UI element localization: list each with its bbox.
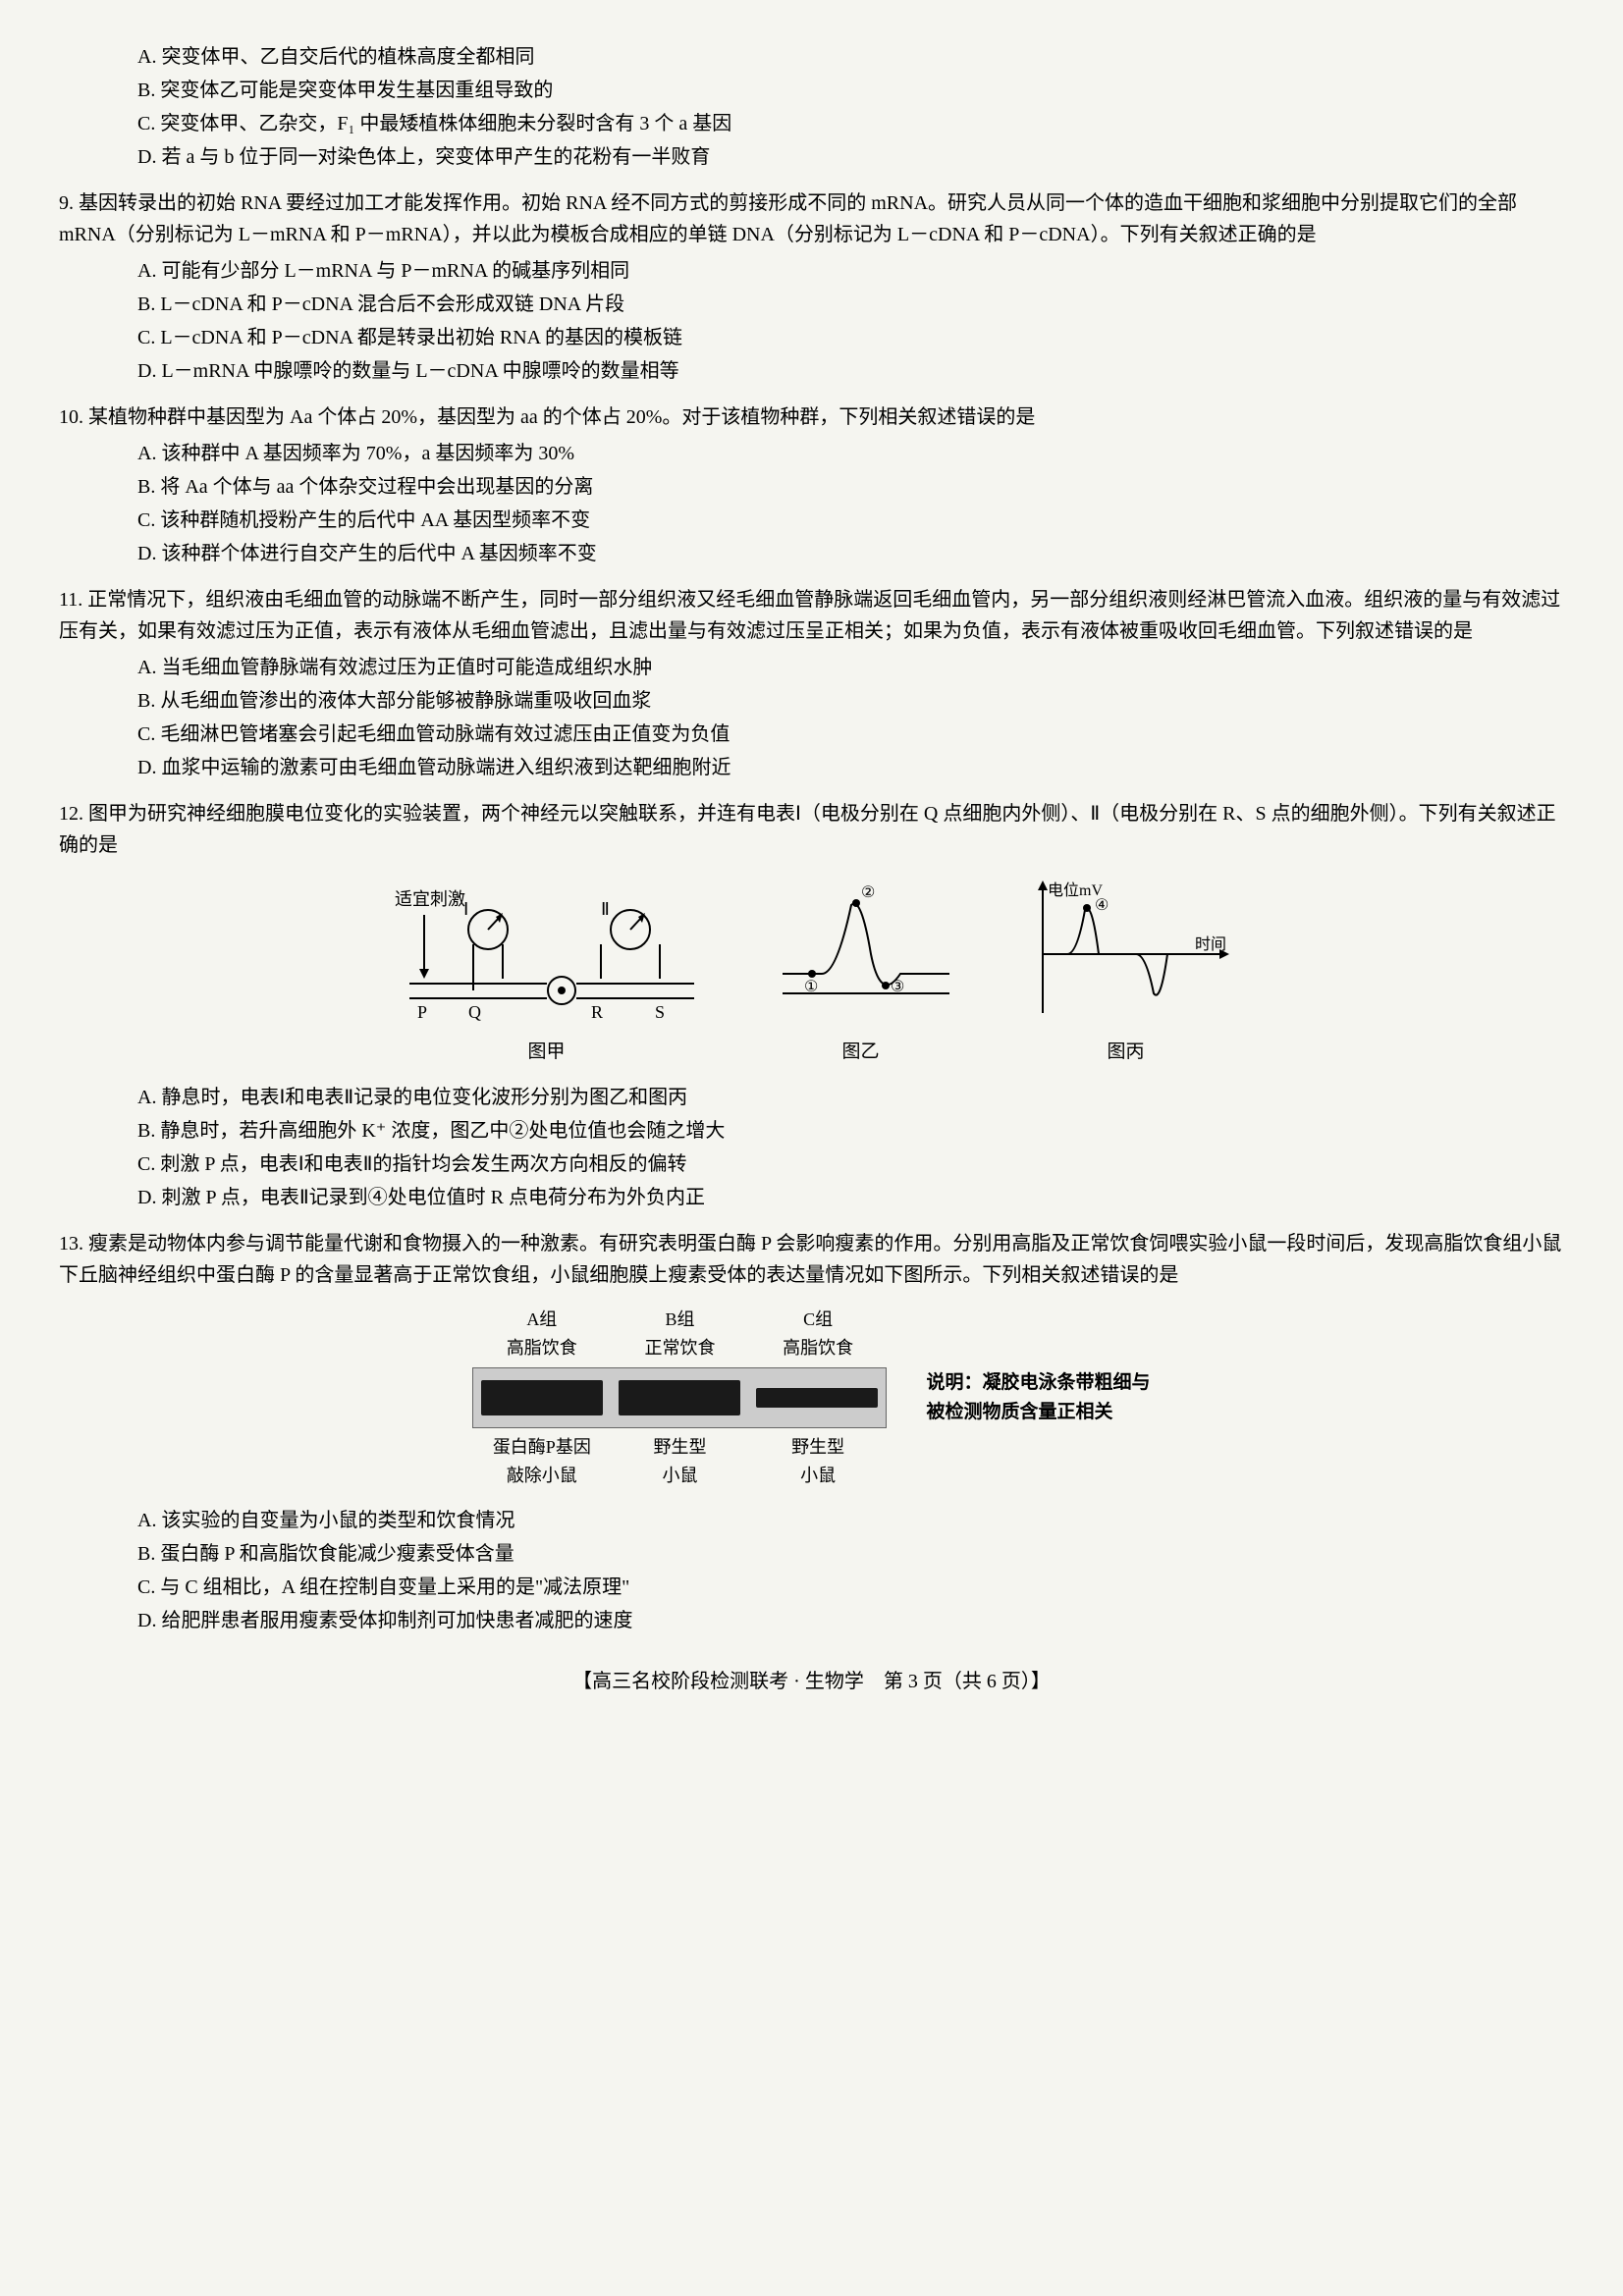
q13-option-a: A. 该实验的自变量为小鼠的类型和饮食情况 <box>137 1505 1564 1536</box>
question-13: 13. 瘦素是动物体内参与调节能量代谢和食物摄入的一种激素。有研究表明蛋白酶 P… <box>59 1228 1564 1291</box>
diagram-yi-svg: ① ② ③ <box>763 876 959 1023</box>
question-12: 12. 图甲为研究神经细胞膜电位变化的实验装置，两个神经元以突触联系，并连有电表… <box>59 798 1564 861</box>
q13-options: A. 该实验的自变量为小鼠的类型和饮食情况 B. 蛋白酶 P 和高脂饮食能减少瘦… <box>137 1505 1564 1636</box>
gel-group-b: B组 <box>665 1309 694 1329</box>
gel-footer-a2: 敲除小鼠 <box>507 1466 577 1485</box>
figure-jia-caption: 图甲 <box>390 1038 704 1067</box>
q10-option-d: D. 该种群个体进行自交产生的后代中 A 基因频率不变 <box>137 538 1564 569</box>
q8-option-a: A. 突变体甲、乙自交后代的植株高度全都相同 <box>137 41 1564 73</box>
svg-text:④: ④ <box>1095 897 1109 914</box>
gel-header-c: C组 高脂饮食 <box>749 1306 888 1362</box>
svg-text:③: ③ <box>891 979 904 995</box>
question-11: 11. 正常情况下，组织液由毛细血管的动脉端不断产生，同时一部分组织液又经毛细血… <box>59 584 1564 647</box>
gel-note-1: 说明：凝胶电泳条带粗细与 <box>926 1372 1150 1393</box>
q10-number: 10. <box>59 406 83 428</box>
question-9: 9. 基因转录出的初始 RNA 要经过加工才能发挥作用。初始 RNA 经不同方式… <box>59 187 1564 250</box>
gel-footer-a1: 蛋白酶P基因 <box>493 1437 591 1457</box>
q11-options: A. 当毛细血管静脉端有效滤过压为正值时可能造成组织水肿 B. 从毛细血管渗出的… <box>137 652 1564 783</box>
q12-option-b: B. 静息时，若升高细胞外 K⁺ 浓度，图乙中②处电位值也会随之增大 <box>137 1115 1564 1147</box>
gel-footer-c2: 小鼠 <box>800 1466 836 1485</box>
q13-number: 13. <box>59 1233 83 1255</box>
gel-footer: 蛋白酶P基因 敲除小鼠 野生型 小鼠 野生型 小鼠 <box>472 1433 887 1490</box>
page-footer: 【高三名校阶段检测联考 · 生物学 第 3 页（共 6 页）】 <box>59 1666 1564 1697</box>
figure-bing-caption: 图丙 <box>1018 1038 1234 1067</box>
figure-bing: 电位mV 时间 ④ 图丙 <box>1018 876 1234 1067</box>
q11-text: 正常情况下，组织液由毛细血管的动脉端不断产生，同时一部分组织液又经毛细血管静脉端… <box>59 589 1560 642</box>
q12-text: 图甲为研究神经细胞膜电位变化的实验装置，两个神经元以突触联系，并连有电表Ⅰ（电极… <box>59 803 1556 856</box>
gel-header: A组 高脂饮食 B组 正常饮食 C组 高脂饮食 <box>472 1306 887 1362</box>
q9-option-b: B. L－cDNA 和 P－cDNA 混合后不会形成双链 DNA 片段 <box>137 289 1564 320</box>
q13-option-b: B. 蛋白酶 P 和高脂饮食能减少瘦素受体含量 <box>137 1538 1564 1570</box>
q11-option-c: C. 毛细淋巴管堵塞会引起毛细血管动脉端有效过滤压由正值变为负值 <box>137 719 1564 750</box>
gel-footer-b2: 小鼠 <box>662 1466 697 1485</box>
gel-group-c-sub: 高脂饮食 <box>783 1338 853 1358</box>
gel-footer-b1: 野生型 <box>653 1437 706 1457</box>
question-10: 10. 某植物种群中基因型为 Aa 个体占 20%，基因型为 aa 的个体占 2… <box>59 401 1564 433</box>
q9-text: 基因转录出的初始 RNA 要经过加工才能发挥作用。初始 RNA 经不同方式的剪接… <box>59 192 1517 245</box>
gel-group-b-sub: 正常饮食 <box>644 1338 715 1358</box>
q11-number: 11. <box>59 589 82 611</box>
q12-option-a: A. 静息时，电表Ⅰ和电表Ⅱ记录的电位变化波形分别为图乙和图丙 <box>137 1082 1564 1113</box>
q9-option-a: A. 可能有少部分 L－mRNA 与 P－mRNA 的碱基序列相同 <box>137 255 1564 287</box>
gel-header-b: B组 正常饮食 <box>611 1306 749 1362</box>
q13-option-c: C. 与 C 组相比，A 组在控制自变量上采用的是"减法原理" <box>137 1572 1564 1603</box>
q9-option-c: C. L－cDNA 和 P－cDNA 都是转录出初始 RNA 的基因的模板链 <box>137 322 1564 353</box>
q8-option-c: C. 突变体甲、乙杂交，F₁ 中最矮植株体细胞未分裂时含有 3 个 a 基因 <box>137 108 1564 139</box>
q12-option-d: D. 刺激 P 点，电表Ⅱ记录到④处电位值时 R 点电荷分布为外负内正 <box>137 1182 1564 1213</box>
q10-options: A. 该种群中 A 基因频率为 70%，a 基因频率为 30% B. 将 Aa … <box>137 438 1564 569</box>
q8-option-b: B. 突变体乙可能是突变体甲发生基因重组导致的 <box>137 75 1564 106</box>
q10-option-b: B. 将 Aa 个体与 aa 个体杂交过程中会出现基因的分离 <box>137 471 1564 503</box>
gel-note: 说明：凝胶电泳条带粗细与 被检测物质含量正相关 <box>926 1368 1150 1428</box>
svg-text:R: R <box>591 1002 603 1022</box>
gel-image <box>472 1367 887 1428</box>
figure-jia: 适宜刺激 Ⅰ Ⅱ P Q R S 图甲 <box>390 876 704 1067</box>
svg-text:Q: Q <box>468 1002 481 1022</box>
q10-text: 某植物种群中基因型为 Aa 个体占 20%，基因型为 aa 的个体占 20%。对… <box>88 406 1035 428</box>
q11-option-a: A. 当毛细血管静脉端有效滤过压为正值时可能造成组织水肿 <box>137 652 1564 683</box>
svg-text:时间: 时间 <box>1195 935 1226 953</box>
q12-option-c: C. 刺激 P 点，电表Ⅰ和电表Ⅱ的指针均会发生两次方向相反的偏转 <box>137 1148 1564 1180</box>
svg-text:适宜刺激: 适宜刺激 <box>395 889 465 909</box>
q13-gel-figure: A组 高脂饮食 B组 正常饮食 C组 高脂饮食 蛋白酶P基因 敲除小鼠 野生型 <box>59 1306 1564 1489</box>
gel-band-a <box>481 1380 603 1415</box>
q12-figures: 适宜刺激 Ⅰ Ⅱ P Q R S 图甲 <box>59 876 1564 1067</box>
gel-note-2: 被检测物质含量正相关 <box>926 1402 1112 1422</box>
q8-option-d: D. 若 a 与 b 位于同一对染色体上，突变体甲产生的花粉有一半败育 <box>137 141 1564 173</box>
gel-table: A组 高脂饮食 B组 正常饮食 C组 高脂饮食 蛋白酶P基因 敲除小鼠 野生型 <box>472 1306 887 1489</box>
gel-band-b <box>619 1380 740 1415</box>
q10-option-c: C. 该种群随机授粉产生的后代中 AA 基因型频率不变 <box>137 505 1564 536</box>
gel-band-c <box>756 1388 878 1408</box>
gel-group-c: C组 <box>803 1309 833 1329</box>
figure-yi-caption: 图乙 <box>763 1038 959 1067</box>
svg-text:②: ② <box>861 884 875 901</box>
q12-number: 12. <box>59 803 83 825</box>
gel-footer-c: 野生型 小鼠 <box>749 1433 888 1490</box>
gel-footer-a: 蛋白酶P基因 敲除小鼠 <box>472 1433 611 1490</box>
figure-yi: ① ② ③ 图乙 <box>763 876 959 1067</box>
q8-options: A. 突变体甲、乙自交后代的植株高度全都相同 B. 突变体乙可能是突变体甲发生基… <box>137 41 1564 173</box>
q12-options: A. 静息时，电表Ⅰ和电表Ⅱ记录的电位变化波形分别为图乙和图丙 B. 静息时，若… <box>137 1082 1564 1213</box>
svg-text:P: P <box>417 1002 427 1022</box>
q13-option-d: D. 给肥胖患者服用瘦素受体抑制剂可加快患者减肥的速度 <box>137 1605 1564 1636</box>
q11-option-d: D. 血浆中运输的激素可由毛细血管动脉端进入组织液到达靶细胞附近 <box>137 752 1564 783</box>
svg-text:Ⅰ: Ⅰ <box>463 899 468 919</box>
q11-option-b: B. 从毛细血管渗出的液体大部分能够被静脉端重吸收回血浆 <box>137 685 1564 717</box>
diagram-jia-svg: 适宜刺激 Ⅰ Ⅱ P Q R S <box>390 876 704 1023</box>
diagram-bing-svg: 电位mV 时间 ④ <box>1018 876 1234 1023</box>
q9-number: 9. <box>59 192 74 214</box>
svg-text:S: S <box>655 1002 665 1022</box>
q9-option-d: D. L－mRNA 中腺嘌呤的数量与 L－cDNA 中腺嘌呤的数量相等 <box>137 355 1564 387</box>
q9-options: A. 可能有少部分 L－mRNA 与 P－mRNA 的碱基序列相同 B. L－c… <box>137 255 1564 387</box>
q13-text: 瘦素是动物体内参与调节能量代谢和食物摄入的一种激素。有研究表明蛋白酶 P 会影响… <box>59 1233 1561 1286</box>
gel-footer-b: 野生型 小鼠 <box>611 1433 749 1490</box>
gel-group-a: A组 <box>526 1309 557 1329</box>
svg-text:①: ① <box>804 979 818 995</box>
q10-option-a: A. 该种群中 A 基因频率为 70%，a 基因频率为 30% <box>137 438 1564 469</box>
gel-group-a-sub: 高脂饮食 <box>507 1338 577 1358</box>
svg-text:Ⅱ: Ⅱ <box>601 899 610 919</box>
gel-header-a: A组 高脂饮食 <box>472 1306 611 1362</box>
gel-footer-c1: 野生型 <box>791 1437 844 1457</box>
